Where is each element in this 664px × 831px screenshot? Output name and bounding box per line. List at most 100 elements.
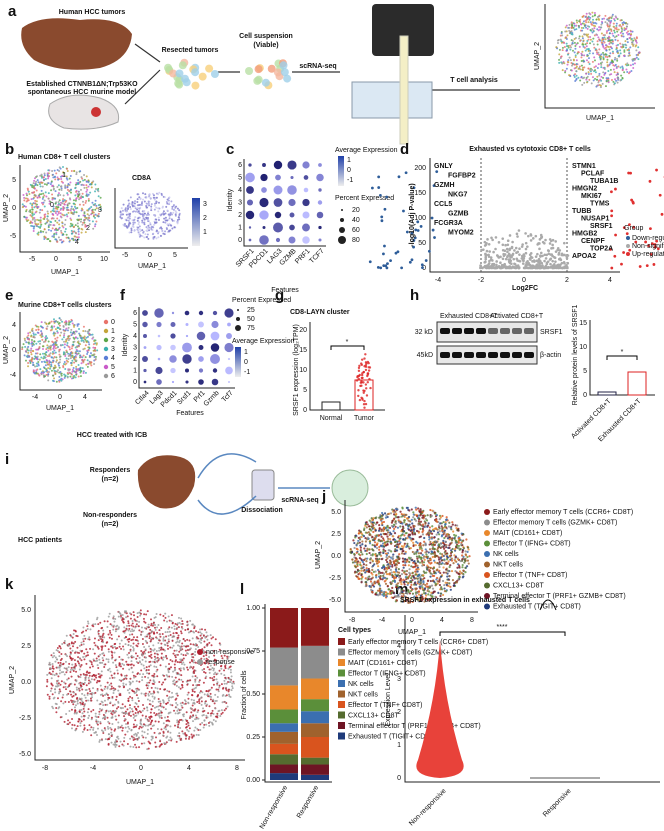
point xyxy=(397,175,401,179)
point xyxy=(505,247,509,251)
cell-dot xyxy=(429,530,433,533)
cell-dot xyxy=(442,539,445,543)
cell-dot xyxy=(46,218,49,221)
cell-dot xyxy=(30,360,33,363)
cell-dot xyxy=(57,210,60,213)
cell-dot xyxy=(617,28,620,31)
cell-dot xyxy=(57,194,60,197)
cell-dot xyxy=(33,340,36,343)
cell-dot xyxy=(419,535,423,538)
cell-dot xyxy=(406,576,409,579)
cell-dot xyxy=(450,541,453,544)
label: HMGN2 xyxy=(572,185,597,192)
cell-dot xyxy=(441,526,444,530)
cell-dot xyxy=(616,81,619,84)
point xyxy=(527,234,530,238)
point xyxy=(486,238,489,241)
cell-dot xyxy=(375,521,379,524)
point xyxy=(536,265,540,269)
cell-dot xyxy=(558,53,561,56)
point xyxy=(625,232,629,236)
point xyxy=(541,254,544,258)
point xyxy=(648,179,652,183)
dot xyxy=(198,345,204,350)
cell-dot xyxy=(380,589,383,592)
point xyxy=(518,247,521,251)
cell-dot xyxy=(145,666,148,669)
cell-dot xyxy=(33,333,36,336)
cell-dot xyxy=(436,548,439,551)
cell-dot xyxy=(31,345,34,348)
label: 0.0 xyxy=(331,553,341,560)
cell-dot xyxy=(402,538,405,541)
legend-dot xyxy=(484,551,490,557)
cell-dot xyxy=(153,223,156,226)
point xyxy=(508,258,512,261)
cell-dot xyxy=(92,349,95,352)
cell-dot xyxy=(43,355,46,358)
cell-dot xyxy=(64,329,67,332)
cell-dot xyxy=(37,223,40,226)
cell-dot xyxy=(364,577,367,580)
point xyxy=(514,266,517,269)
cell-dot xyxy=(450,557,453,560)
label: 0 xyxy=(12,347,16,354)
cell-dot xyxy=(61,344,64,347)
cell-dot xyxy=(161,230,164,233)
cell-dot xyxy=(51,326,54,329)
cell-dot xyxy=(571,23,574,26)
cell-dot xyxy=(615,73,618,76)
cell-dot xyxy=(77,219,80,222)
cell-dot xyxy=(23,205,26,208)
cell-dot xyxy=(66,204,69,207)
cell-dot xyxy=(99,196,102,199)
point xyxy=(501,237,505,240)
cell-dot xyxy=(66,167,69,170)
cell-dot xyxy=(578,37,581,40)
cell-dot xyxy=(26,338,29,341)
cell-dot xyxy=(425,519,429,522)
cell-dot xyxy=(564,71,567,74)
cell-dot xyxy=(360,577,363,580)
cell-dot xyxy=(422,544,425,547)
cell-dot xyxy=(56,330,59,333)
cell-dot xyxy=(38,196,41,199)
cell-dot xyxy=(434,561,437,564)
point xyxy=(630,198,634,202)
cell-dot xyxy=(421,549,424,552)
cell-dot xyxy=(416,570,419,573)
liver-image xyxy=(137,455,196,509)
label: 0 xyxy=(522,277,526,284)
cell-dot xyxy=(398,557,401,560)
cell-dot xyxy=(29,331,32,334)
dot xyxy=(198,379,204,385)
cell-dot xyxy=(56,221,59,224)
cell-dot xyxy=(443,529,446,532)
cell-dot xyxy=(455,541,459,544)
label: Normal xyxy=(320,415,343,422)
cell-dot xyxy=(80,207,83,210)
cell-dot xyxy=(21,346,24,349)
cell-dot xyxy=(77,236,80,239)
cell-dot xyxy=(464,559,467,563)
cell-dot xyxy=(438,569,441,572)
point xyxy=(628,248,632,252)
cell-dot xyxy=(78,198,81,201)
cell-dot xyxy=(63,346,66,349)
cell-dot xyxy=(63,376,66,379)
cell-dot xyxy=(566,63,569,66)
cell-dot xyxy=(585,72,588,75)
cell-dot xyxy=(40,373,43,376)
cell-dot xyxy=(32,370,35,373)
cell-dot xyxy=(127,199,130,202)
cell-dot xyxy=(453,548,457,551)
point xyxy=(562,241,566,245)
cell-dot xyxy=(560,41,563,44)
band xyxy=(512,352,522,358)
cell-dot xyxy=(43,366,46,369)
cell-dot xyxy=(91,181,94,184)
cell-dot xyxy=(84,224,87,227)
point xyxy=(405,230,409,234)
cell-dot xyxy=(75,350,78,353)
cell-dot xyxy=(637,46,640,49)
